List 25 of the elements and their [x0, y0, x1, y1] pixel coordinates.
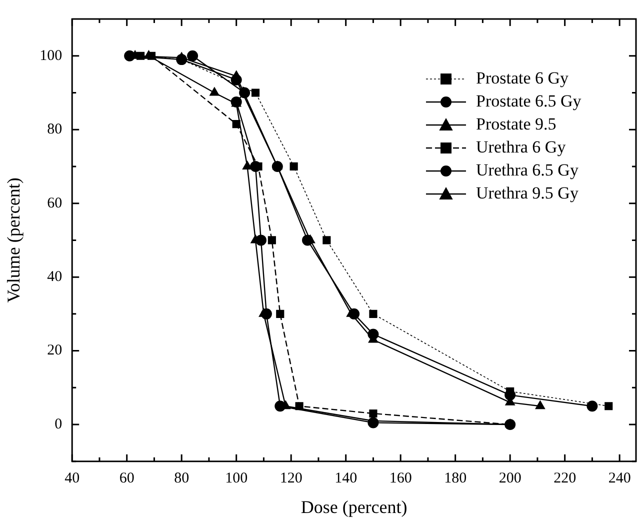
legend-label: Urethra 9.5 Gy [476, 183, 579, 202]
x-tick-label: 140 [334, 470, 358, 486]
legend-label: Prostate 6.5 Gy [476, 91, 582, 110]
x-tick-label: 60 [119, 470, 134, 486]
x-tick-label: 240 [608, 470, 631, 486]
y-tick-label: 100 [40, 48, 62, 64]
legend-label: Urethra 6 Gy [476, 137, 566, 156]
y-tick-label: 0 [54, 416, 62, 432]
y-axis-title: Volume (percent) [4, 178, 24, 303]
x-axis-title: Dose (percent) [300, 496, 408, 517]
x-tick-label: 180 [444, 470, 467, 486]
x-tick-label: 120 [280, 470, 302, 486]
legend-label: Prostate 6 Gy [476, 68, 570, 88]
y-tick-label: 60 [47, 195, 62, 212]
x-tick-label: 100 [225, 470, 248, 486]
x-tick-label: 160 [389, 470, 412, 486]
y-tick-label: 20 [47, 342, 62, 359]
x-tick-label: 200 [498, 470, 522, 486]
legend-label: Prostate 9.5 [476, 114, 556, 134]
y-tick-label: 80 [47, 122, 62, 138]
y-tick-label: 40 [47, 269, 62, 286]
x-tick-label: 80 [174, 470, 190, 486]
x-tick-label: 220 [554, 470, 576, 486]
legend-label: Urethra 6.5 Gy [476, 160, 579, 180]
x-tick-label: 40 [64, 470, 80, 486]
